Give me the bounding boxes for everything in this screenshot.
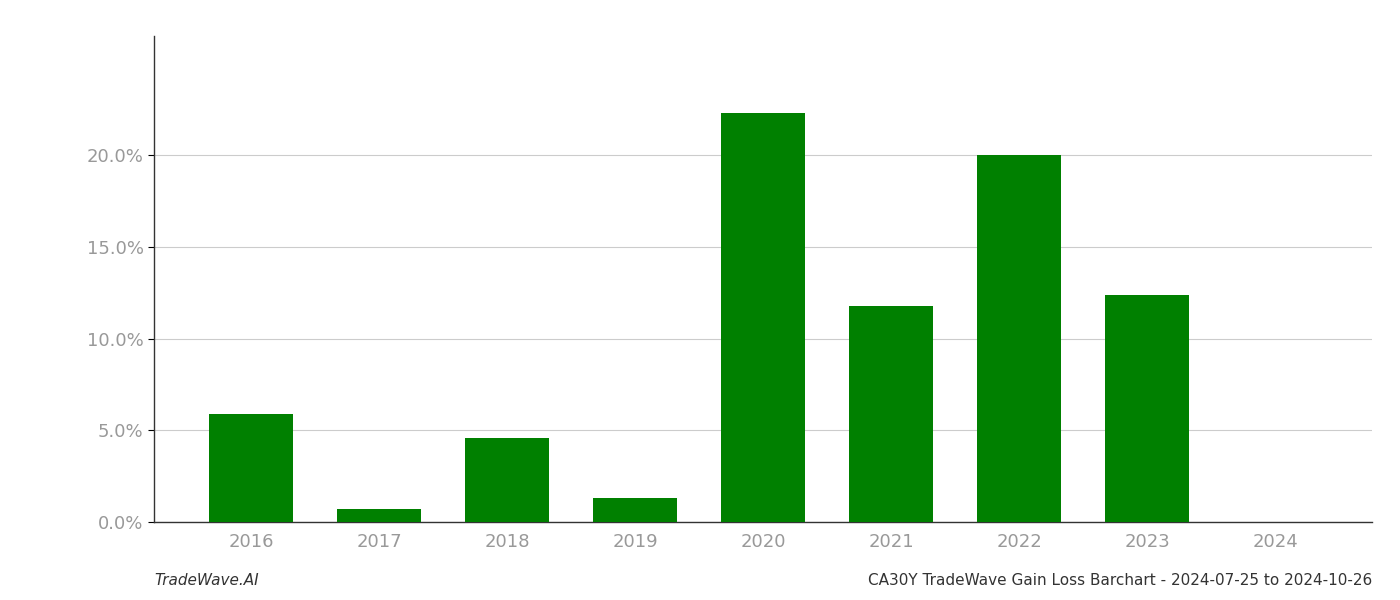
Bar [721, 113, 805, 522]
Bar [850, 305, 932, 522]
Bar [337, 509, 420, 522]
Bar [210, 414, 293, 522]
Bar [977, 155, 1061, 522]
Bar [465, 437, 549, 522]
Text: TradeWave.AI: TradeWave.AI [154, 573, 259, 588]
Bar [1106, 295, 1189, 522]
Text: CA30Y TradeWave Gain Loss Barchart - 2024-07-25 to 2024-10-26: CA30Y TradeWave Gain Loss Barchart - 202… [868, 573, 1372, 588]
Bar [594, 498, 676, 522]
